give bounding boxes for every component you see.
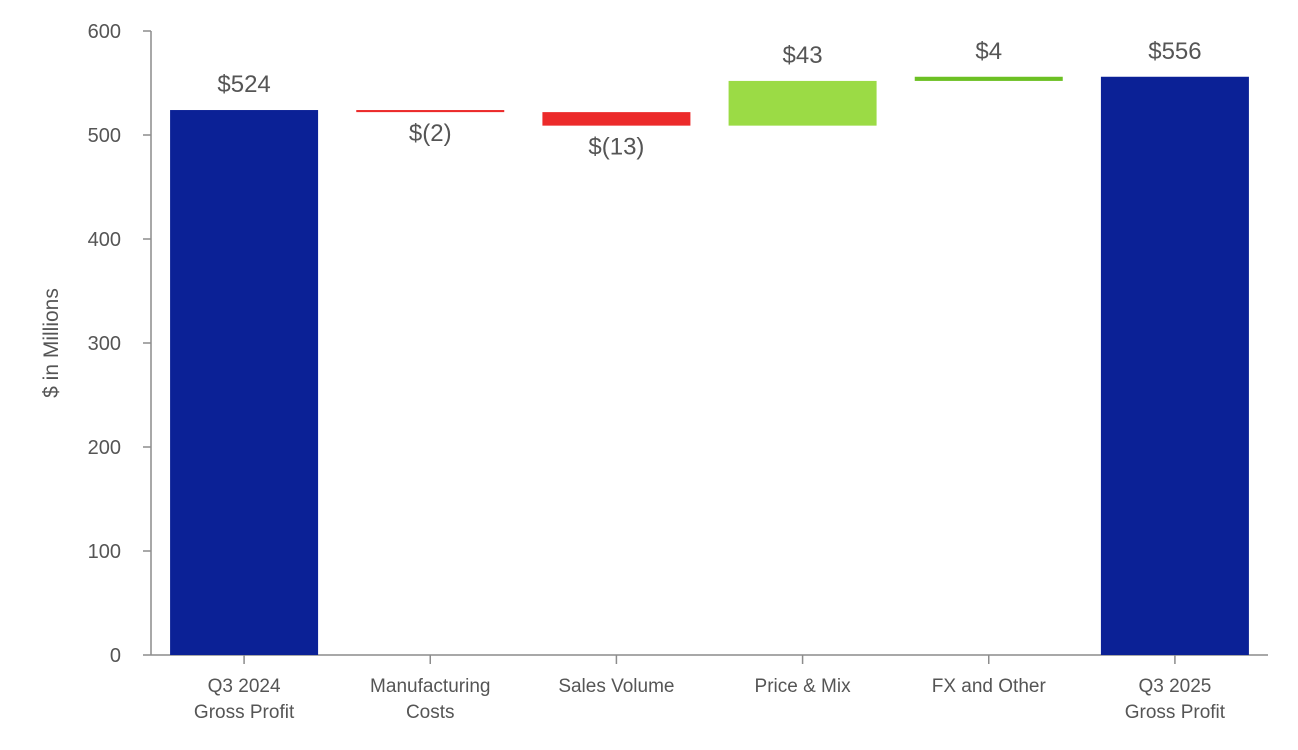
bar-increase [728,80,877,126]
x-category-label: Q3 2024 Gross Profit [194,676,295,723]
data-label: $43 [783,42,823,69]
x-category-label: Manufacturing Costs [370,676,490,723]
data-label: $(2) [409,120,452,147]
data-label: $556 [1148,38,1201,65]
data-label: $524 [217,71,270,98]
y-tick-label: 100 [88,541,121,563]
x-axis: Q3 2024 Gross Profit Manufacturing Costs Sal… [151,654,1268,723]
y-tick-label: 400 [88,229,121,251]
y-tick-label: 0 [110,645,121,667]
data-labels: $524 $(2) $(13) $43 $4 $556 [217,38,1201,161]
y-axis: 0 100 200 300 400 500 600 [88,21,152,667]
bar-increase [914,76,1063,81]
data-label: $(13) [588,134,644,161]
y-tick-label: 300 [88,333,121,355]
x-category-label: Q3 2025 Gross Profit [1125,676,1226,723]
bar-total [1100,76,1249,655]
y-tick-label: 500 [88,125,121,147]
bar-decrease [542,112,691,126]
bar-decrease [356,110,505,113]
y-tick-label: 600 [88,21,121,43]
y-tick-label: 200 [88,437,121,459]
x-category-label: FX and Other [932,676,1047,697]
data-label: $4 [975,38,1002,65]
y-axis-title: $ in Millions [40,288,63,398]
x-category-label: Price & Mix [755,676,852,697]
x-category-label: Sales Volume [558,676,674,697]
bars [170,76,1249,656]
bar-total [170,110,319,656]
